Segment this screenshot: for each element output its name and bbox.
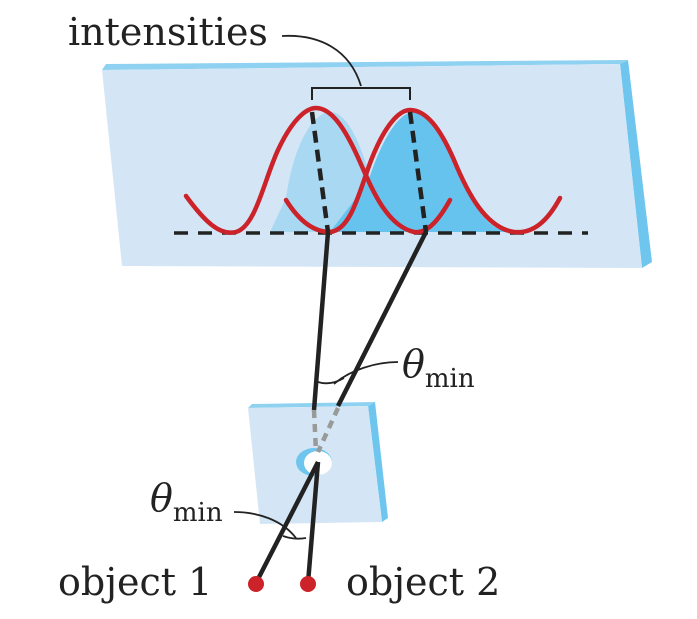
aperture-top-edge [248, 402, 375, 408]
aperture-edge [368, 402, 388, 522]
object1-label: object 1 [58, 560, 213, 604]
theta-leader-bottom [233, 511, 297, 539]
theta-leader-top [333, 361, 399, 385]
theta-min-label-top: θmin [402, 342, 475, 394]
screen-face [102, 64, 642, 268]
ray-object1-lower [253, 460, 321, 585]
detection-screen [102, 60, 652, 268]
theta-subscript: min [172, 498, 223, 528]
intensity-fill-object2 [330, 112, 512, 232]
peak-marker-object2 [407, 111, 429, 233]
angle-arc-bottom [282, 535, 307, 540]
peak-marker-object1 [309, 111, 331, 233]
intensity-curve-object1 [183, 105, 453, 235]
intensities-leader [281, 35, 362, 87]
theta-min-label-bottom: θmin [150, 476, 223, 528]
theta-symbol: θ [150, 476, 173, 520]
screen-top-edge [102, 60, 628, 70]
peak-bracket [311, 87, 411, 100]
ray-object1-hidden [311, 409, 319, 453]
intensity-curve-object2 [283, 107, 563, 235]
screen-edge [620, 60, 652, 268]
object2-label: object 2 [346, 560, 501, 604]
theta-symbol: θ [402, 342, 425, 386]
intensities-label: intensities [68, 10, 268, 54]
theta-subscript: min [424, 364, 475, 394]
ray-object1-upper [311, 231, 331, 411]
object2-dot [300, 576, 316, 592]
ray-object2-lower [305, 461, 321, 584]
object1-dot [248, 576, 264, 592]
ray-object2-upper [335, 230, 429, 408]
